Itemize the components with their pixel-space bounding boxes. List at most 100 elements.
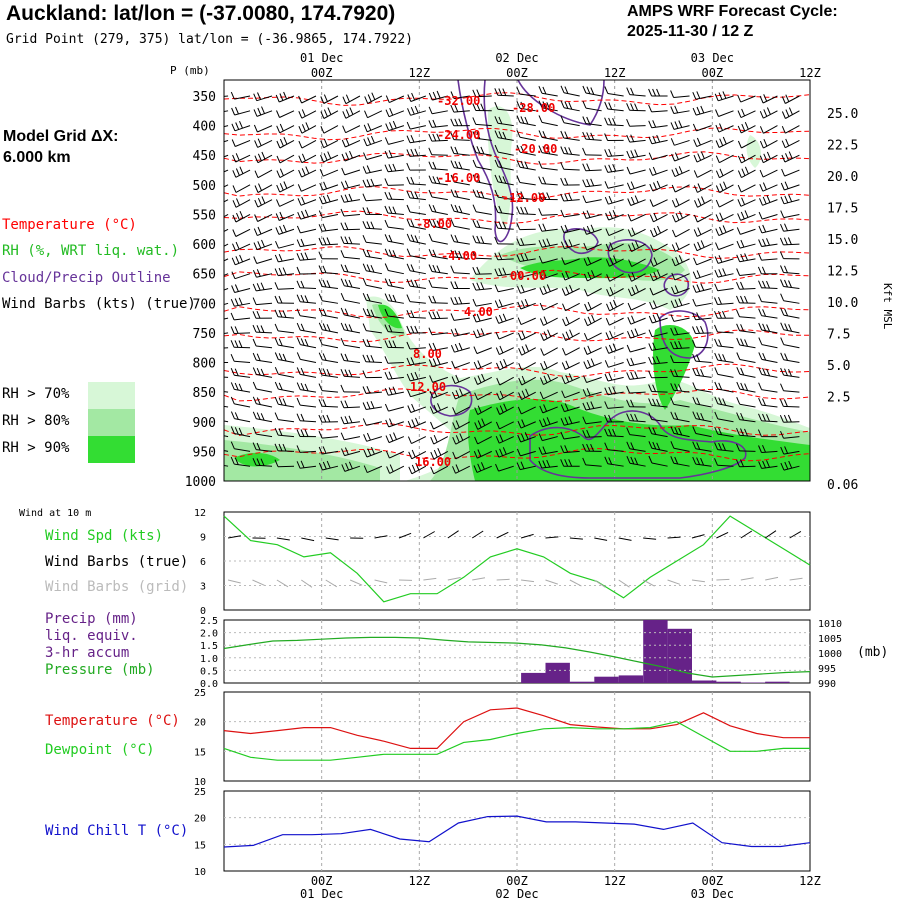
wind-barb-staff — [278, 330, 295, 334]
wind-barb-flag — [780, 322, 785, 330]
wind-barb-staff — [499, 391, 514, 401]
wind-barb-staff — [717, 449, 734, 452]
wind-barb-flag — [494, 116, 499, 124]
wind-barb-flag — [432, 205, 437, 213]
wind-barb-flag — [430, 451, 435, 460]
date-label-bottom: 02 Dec — [495, 887, 538, 900]
chill-y-tick: 25 — [194, 787, 206, 798]
wind-barb-flag — [604, 387, 609, 395]
wind-barb-flag — [692, 382, 697, 390]
wind-barb-flag — [630, 456, 635, 465]
wind-barb-flag — [234, 326, 239, 334]
wind-barb-staff — [629, 391, 646, 394]
wind-barb-flag — [564, 131, 569, 139]
wind-barb-flag — [322, 446, 327, 454]
wind-barb-flag — [761, 266, 766, 274]
wind-barb-flag — [253, 228, 258, 236]
wind-barb-flag — [323, 181, 328, 189]
wind-barb-flag — [696, 270, 701, 278]
legend-rh80: RH > 80% — [2, 413, 70, 429]
wind-barb-flag — [319, 182, 324, 191]
wind-barb-staff — [475, 226, 492, 230]
wind-barb-flag — [693, 139, 698, 147]
wind-barb-staff — [673, 347, 690, 350]
wind-barb-flag — [454, 104, 459, 112]
wind-barb-staff — [673, 375, 690, 378]
wind-barb-flag — [256, 283, 261, 291]
precip-label-accum: 3-hr accum — [45, 645, 130, 661]
wind-barb-staff — [278, 373, 295, 378]
wind-barb-flag — [304, 209, 309, 217]
wind-barb-staff — [454, 181, 470, 186]
wind-barb-flag — [406, 190, 411, 199]
wind-barb-flag — [648, 384, 653, 392]
wind-barb-staff — [224, 169, 229, 173]
wind-barb-staff — [673, 110, 690, 114]
wind-barb-flag — [254, 199, 259, 208]
wind-barb-true — [764, 530, 777, 539]
wind-barb-flag — [759, 155, 764, 163]
wind-barb-flag — [341, 448, 345, 456]
wind-barb-staff — [631, 273, 646, 282]
wind-barb-flag — [254, 185, 259, 193]
wind-barb-flag — [230, 299, 235, 307]
height-label: 12.5 — [827, 265, 858, 280]
wind-barb-flag — [458, 342, 463, 351]
wind-barb-staff — [256, 110, 273, 117]
temp-label: 4.00 — [464, 305, 493, 319]
wind-barb-flag — [209, 106, 212, 113]
wind-barb-flag — [340, 181, 345, 189]
wind-barb-staff — [585, 421, 602, 425]
wind-barb-flag — [692, 271, 697, 279]
wind-barb-flag — [406, 204, 411, 213]
wind-barb-flag — [301, 196, 306, 205]
wind-barb-staff — [278, 243, 295, 249]
wind-barb-flag — [455, 420, 460, 428]
precip-label: Precip (mm) — [45, 611, 138, 627]
wind-barb-flag — [257, 198, 262, 206]
wind-barb-flag — [235, 241, 240, 250]
wind-barb-flag — [517, 434, 522, 443]
wind-barb-flag — [239, 166, 244, 174]
wind-barb-flag — [674, 341, 679, 349]
wind-barb-staff — [651, 125, 668, 129]
wind-barb-flag — [455, 374, 460, 383]
wind-barb-staff — [629, 154, 646, 159]
wind-barb-flag — [209, 315, 212, 322]
wind-barb-flag — [715, 109, 719, 117]
wind-barb-flag — [363, 465, 368, 473]
wind-barb-staff — [344, 436, 361, 441]
wind-barb-flag — [759, 169, 764, 178]
wind-barb-flag — [560, 177, 565, 186]
wind-barb-flag — [564, 193, 569, 201]
wind-barb-flag — [714, 269, 719, 278]
wind-barb-flag — [297, 198, 302, 206]
wind-barb-staff — [563, 450, 580, 454]
wind-barb-staff — [543, 362, 558, 371]
wind-barb-flag — [410, 357, 415, 365]
wind-barb-staff — [224, 391, 229, 393]
wind-barb-flag — [758, 352, 763, 360]
temp-label: -16.00 — [437, 171, 480, 185]
wind-barb-flag — [384, 340, 389, 348]
rh-shading — [224, 106, 810, 481]
wind-barb-staff — [761, 450, 778, 453]
wind-barb-staff — [454, 376, 470, 385]
wind-barb-flag — [547, 373, 552, 382]
wind-barb-flag — [744, 166, 749, 174]
wind-barb-flag — [304, 339, 309, 347]
wind-barb-flag — [252, 297, 257, 305]
wind-barb-staff — [651, 433, 668, 438]
wind-barb-flag — [450, 297, 455, 305]
wind-barb-staff — [300, 315, 317, 319]
wind-barb-flag — [279, 123, 284, 132]
wind-barb-flag — [715, 199, 720, 208]
wind-barb-flag — [450, 219, 455, 227]
wind-barb-staff — [234, 403, 251, 408]
wind-barb-staff — [783, 344, 800, 349]
wind-barb-staff — [541, 213, 558, 216]
wind-barb-staff — [433, 465, 449, 475]
wind-barb-staff — [343, 256, 360, 260]
wind-barb-flag — [564, 177, 569, 186]
wind-barb-flag — [521, 331, 526, 339]
